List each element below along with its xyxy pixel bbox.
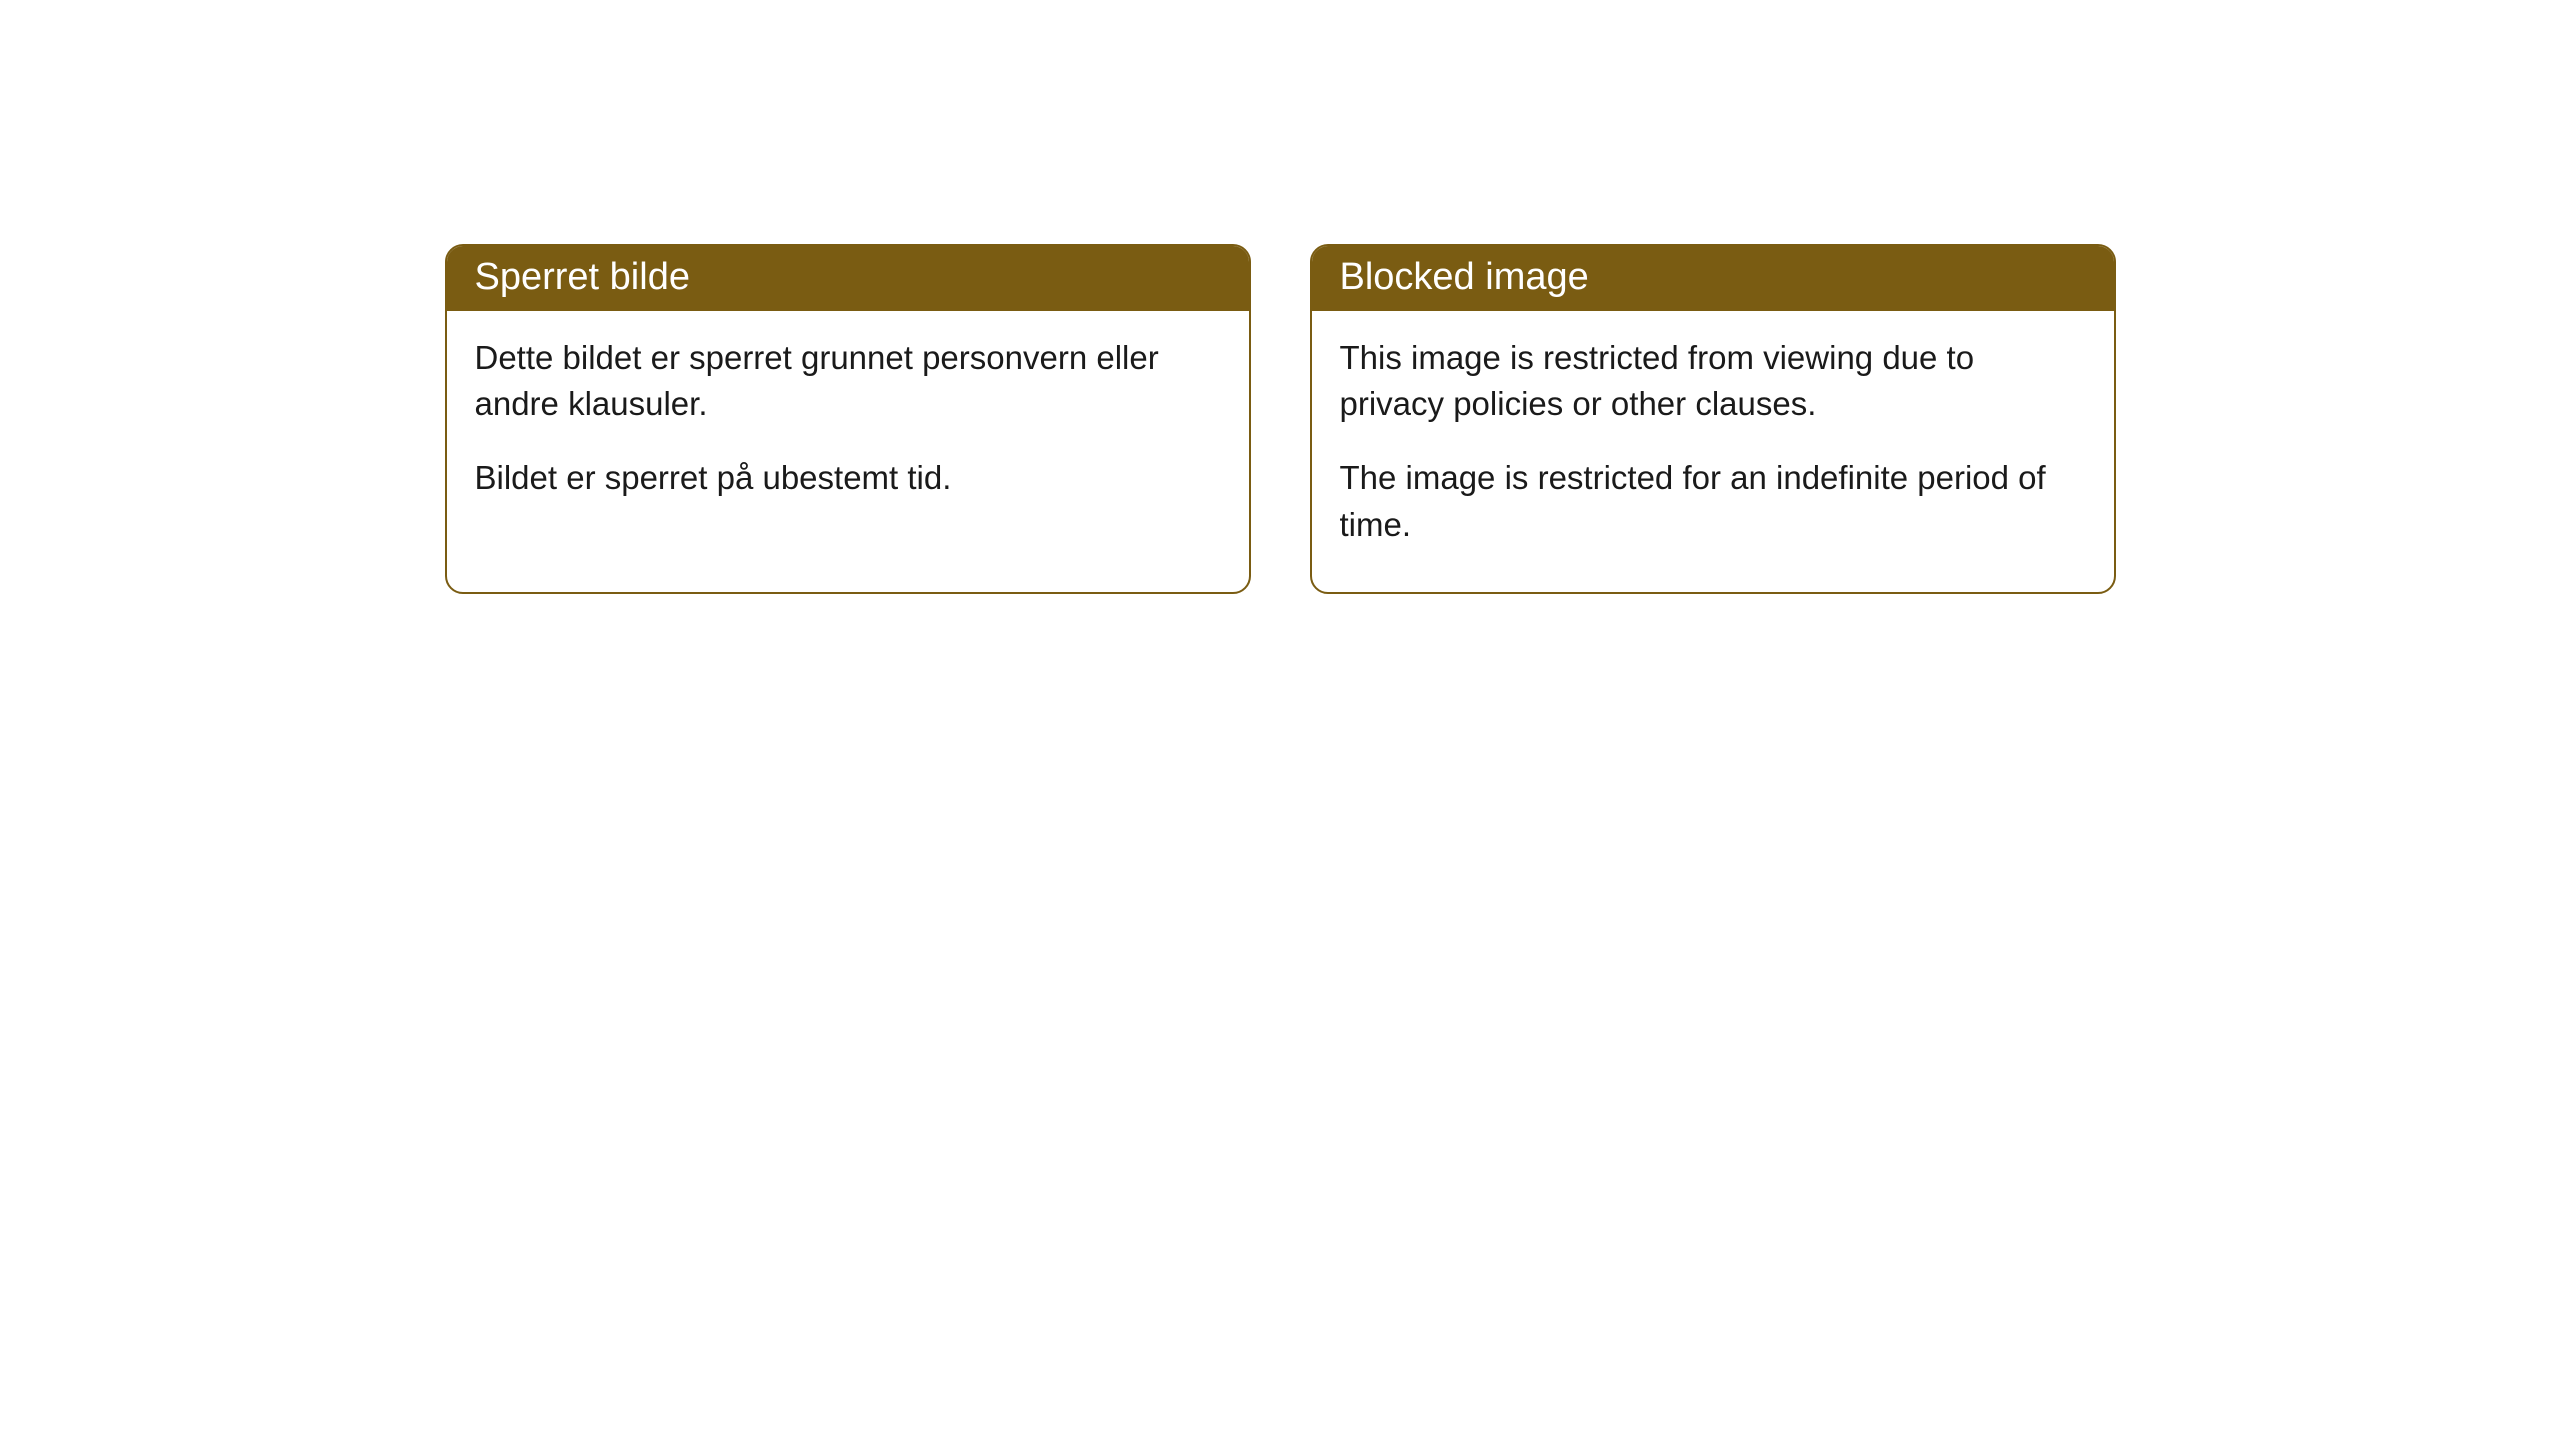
card-paragraph: Dette bildet er sperret grunnet personve… [475,335,1221,427]
card-body: This image is restricted from viewing du… [1312,311,2114,592]
notice-card-english: Blocked image This image is restricted f… [1310,244,2116,594]
card-header: Sperret bilde [447,246,1249,311]
card-paragraph: Bildet er sperret på ubestemt tid. [475,455,1221,501]
notice-cards-container: Sperret bilde Dette bildet er sperret gr… [0,244,2560,594]
card-body: Dette bildet er sperret grunnet personve… [447,311,1249,546]
card-title: Blocked image [1340,256,1589,298]
notice-card-norwegian: Sperret bilde Dette bildet er sperret gr… [445,244,1251,594]
card-paragraph: This image is restricted from viewing du… [1340,335,2086,427]
card-title: Sperret bilde [475,256,690,298]
card-header: Blocked image [1312,246,2114,311]
card-paragraph: The image is restricted for an indefinit… [1340,455,2086,547]
